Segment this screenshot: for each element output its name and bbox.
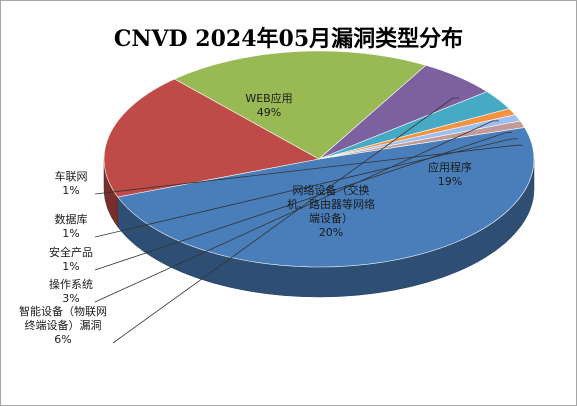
pie-slice — [173, 50, 427, 160]
leader-line — [94, 144, 523, 195]
slice-percent-label: 3% — [62, 292, 79, 305]
chart-title: CNVD 2024年05月漏洞类型分布 — [113, 26, 464, 52]
slice-label: 车联网 — [55, 169, 88, 183]
slice-percent-label: 1% — [62, 260, 79, 273]
pie-slice — [318, 120, 526, 160]
slice-label: 数据库 — [55, 212, 88, 226]
slice-percent-label: 20% — [319, 226, 343, 239]
slice-percent-label: 49% — [257, 106, 281, 119]
slice-label: WEB应用 — [245, 91, 292, 105]
slice-label: 终端设备）漏洞 — [25, 318, 102, 332]
slice-label: 端设备） — [309, 211, 353, 225]
leader-line — [94, 138, 518, 238]
slice-percent-label: 1% — [62, 227, 79, 240]
leader-line — [94, 132, 513, 271]
slice-percent-label: 6% — [54, 333, 71, 346]
slice-label: 机、路由器等网络 — [287, 197, 375, 211]
leader-line — [112, 97, 459, 344]
leader-line — [94, 120, 499, 303]
slice-percent-label: 19% — [438, 175, 462, 188]
slice-label: 网络设备（交换 — [293, 183, 370, 197]
slice-label: 操作系统 — [49, 277, 93, 291]
slice-label: 应用程序 — [428, 160, 472, 174]
slice-label: 智能设备（物联网 — [19, 304, 107, 318]
pie-slice — [103, 78, 320, 198]
slice-percent-label: 1% — [62, 184, 79, 197]
slice-label: 安全产品 — [49, 245, 93, 259]
